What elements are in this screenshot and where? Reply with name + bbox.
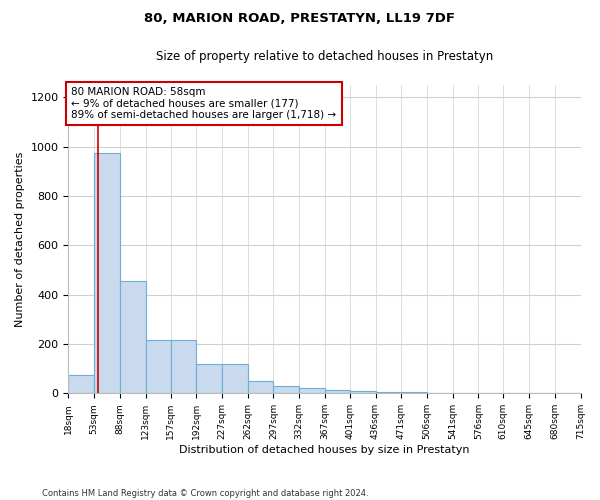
- Bar: [196, 364, 222, 394]
- Title: Size of property relative to detached houses in Prestatyn: Size of property relative to detached ho…: [156, 50, 493, 63]
- Bar: [68, 375, 94, 394]
- Bar: [170, 340, 196, 394]
- Bar: [120, 281, 146, 394]
- Text: Contains HM Land Registry data © Crown copyright and database right 2024.: Contains HM Land Registry data © Crown c…: [42, 488, 368, 498]
- Bar: [274, 386, 299, 394]
- Bar: [350, 392, 376, 394]
- Y-axis label: Number of detached properties: Number of detached properties: [15, 152, 25, 327]
- Bar: [248, 381, 274, 394]
- Text: 80 MARION ROAD: 58sqm
← 9% of detached houses are smaller (177)
89% of semi-deta: 80 MARION ROAD: 58sqm ← 9% of detached h…: [71, 86, 337, 120]
- Text: 80, MARION ROAD, PRESTATYN, LL19 7DF: 80, MARION ROAD, PRESTATYN, LL19 7DF: [145, 12, 455, 26]
- Bar: [427, 392, 452, 394]
- X-axis label: Distribution of detached houses by size in Prestatyn: Distribution of detached houses by size …: [179, 445, 470, 455]
- Bar: [325, 390, 350, 394]
- Bar: [376, 392, 401, 394]
- Bar: [299, 388, 325, 394]
- Bar: [94, 153, 120, 394]
- Bar: [222, 364, 248, 394]
- Bar: [401, 392, 427, 394]
- Bar: [146, 340, 170, 394]
